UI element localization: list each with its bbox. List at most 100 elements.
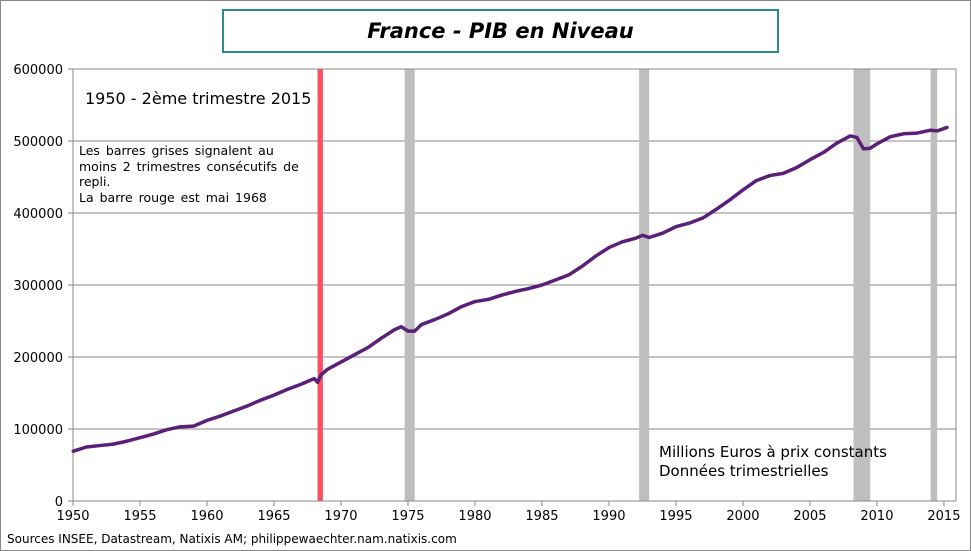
data-point bbox=[138, 436, 142, 440]
data-point bbox=[111, 442, 115, 446]
data-point bbox=[413, 329, 417, 333]
unit-annotation: Millions Euros à prix constants Données … bbox=[659, 443, 887, 481]
data-point bbox=[460, 305, 464, 309]
data-point bbox=[945, 125, 949, 129]
y-tick-label: 200000 bbox=[13, 351, 63, 366]
data-point bbox=[205, 418, 209, 422]
data-point bbox=[781, 171, 785, 175]
y-tick-label: 100000 bbox=[13, 423, 63, 438]
data-point bbox=[125, 439, 129, 443]
data-point bbox=[855, 135, 859, 139]
data-point bbox=[848, 134, 852, 138]
data-point bbox=[701, 216, 705, 220]
data-point bbox=[446, 312, 450, 316]
data-point bbox=[326, 367, 330, 371]
data-point bbox=[835, 141, 839, 145]
data-point bbox=[312, 377, 316, 381]
data-point bbox=[473, 300, 477, 304]
chart-title: France - PIB en Niveau bbox=[222, 9, 779, 53]
recession-bar bbox=[853, 69, 871, 501]
y-tick-label: 500000 bbox=[13, 135, 63, 150]
data-point bbox=[151, 432, 155, 436]
data-point bbox=[285, 387, 289, 391]
data-point bbox=[868, 146, 872, 150]
data-point bbox=[640, 233, 644, 237]
data-point bbox=[620, 240, 624, 244]
data-point bbox=[795, 166, 799, 170]
data-point bbox=[540, 283, 544, 287]
data-point bbox=[245, 404, 249, 408]
data-point bbox=[232, 409, 236, 413]
data-point bbox=[687, 221, 691, 225]
data-point bbox=[316, 380, 320, 384]
data-point bbox=[553, 278, 557, 282]
x-tick-label: 1955 bbox=[123, 509, 156, 524]
data-point bbox=[902, 132, 906, 136]
data-point bbox=[527, 287, 531, 291]
x-tick-label: 1970 bbox=[324, 509, 357, 524]
y-tick-label: 300000 bbox=[13, 279, 63, 294]
x-tick-label: 1965 bbox=[257, 509, 290, 524]
data-point bbox=[84, 445, 88, 449]
x-tick-label: 1950 bbox=[56, 509, 89, 524]
x-tick-label: 1980 bbox=[458, 509, 491, 524]
recession-bar bbox=[639, 69, 650, 501]
may-1968-bar bbox=[317, 69, 323, 501]
data-point bbox=[272, 393, 276, 397]
data-point bbox=[178, 425, 182, 429]
data-point bbox=[299, 382, 303, 386]
period-annotation: 1950 - 2ème trimestre 2015 bbox=[85, 89, 312, 108]
data-point bbox=[862, 147, 866, 151]
data-point bbox=[929, 128, 933, 132]
data-point bbox=[915, 131, 919, 135]
data-point bbox=[500, 293, 504, 297]
data-point bbox=[888, 135, 892, 139]
data-point bbox=[419, 323, 423, 327]
x-tick-label: 1985 bbox=[525, 509, 558, 524]
data-point bbox=[607, 246, 611, 250]
data-point bbox=[98, 444, 102, 448]
data-point bbox=[821, 151, 825, 155]
note-annotation: Les barres grises signalent au moins 2 t… bbox=[79, 143, 339, 205]
y-tick-label: 0 bbox=[55, 495, 63, 510]
data-point bbox=[192, 424, 196, 428]
data-point bbox=[399, 325, 403, 329]
data-point bbox=[71, 449, 75, 453]
data-point bbox=[259, 398, 263, 402]
note-line: Les barres grises signalent au bbox=[79, 143, 274, 158]
data-point bbox=[674, 225, 678, 229]
data-point bbox=[406, 329, 410, 333]
data-point bbox=[513, 289, 517, 293]
source-note: Sources INSEE, Datastream, Natixis AM; p… bbox=[7, 532, 457, 546]
y-tick-label: 600000 bbox=[13, 63, 63, 78]
data-point bbox=[647, 235, 651, 239]
recession-bar bbox=[404, 69, 415, 501]
unit-line: Données trimestrielles bbox=[659, 462, 829, 480]
data-point bbox=[486, 297, 490, 301]
x-tick-label: 2015 bbox=[927, 509, 960, 524]
x-tick-label: 1990 bbox=[592, 509, 625, 524]
data-point bbox=[433, 318, 437, 322]
data-point bbox=[754, 179, 758, 183]
unit-line: Millions Euros à prix constants bbox=[659, 443, 887, 461]
data-point bbox=[741, 188, 745, 192]
y-tick-label: 400000 bbox=[13, 207, 63, 222]
data-point bbox=[339, 360, 343, 364]
data-point bbox=[580, 264, 584, 268]
x-tick-label: 1960 bbox=[190, 509, 223, 524]
x-tick-label: 2005 bbox=[793, 509, 826, 524]
data-point bbox=[218, 414, 222, 418]
data-point bbox=[661, 231, 665, 235]
recession-bar bbox=[930, 69, 938, 501]
data-point bbox=[567, 273, 571, 277]
data-point bbox=[634, 236, 638, 240]
data-point bbox=[379, 336, 383, 340]
gdp-line bbox=[72, 125, 948, 453]
note-line: repli. bbox=[79, 174, 111, 189]
note-line: La barre rouge est mai 1968 bbox=[79, 189, 267, 205]
data-point bbox=[935, 129, 939, 133]
data-point bbox=[165, 428, 169, 432]
x-tick-label: 2010 bbox=[860, 509, 893, 524]
